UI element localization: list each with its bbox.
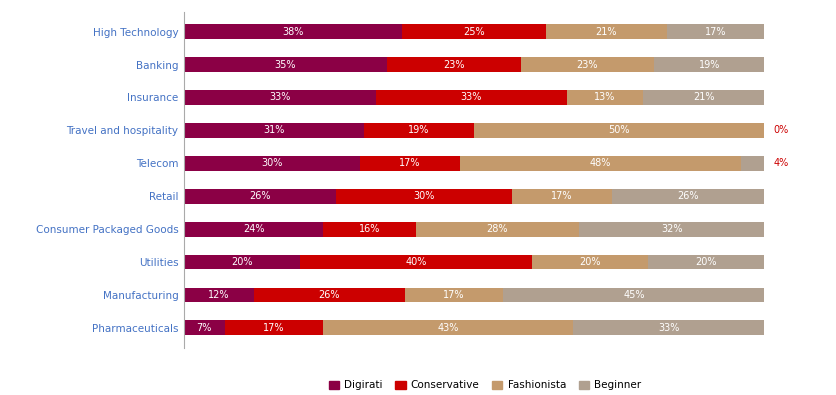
Bar [512, 189, 612, 203]
Text: 43%: 43% [437, 323, 459, 333]
Text: 16%: 16% [359, 224, 380, 234]
Text: 30%: 30% [414, 191, 435, 201]
Bar [184, 222, 324, 237]
Text: 25%: 25% [463, 26, 485, 37]
Bar [416, 222, 579, 237]
Bar [460, 156, 741, 171]
Bar [667, 24, 764, 39]
Text: 12%: 12% [208, 290, 230, 300]
Bar [359, 156, 460, 171]
Text: 26%: 26% [249, 191, 271, 201]
Text: 0%: 0% [773, 125, 788, 135]
Text: 40%: 40% [405, 257, 427, 267]
Bar [573, 320, 764, 335]
Bar [375, 90, 567, 105]
Text: 21%: 21% [693, 92, 714, 102]
Text: 17%: 17% [263, 323, 284, 333]
Bar [184, 288, 253, 302]
Text: 21%: 21% [596, 26, 617, 37]
Bar [546, 24, 667, 39]
Text: 28%: 28% [487, 224, 508, 234]
Bar [612, 189, 764, 203]
Bar [474, 123, 764, 138]
Bar [741, 156, 764, 171]
Text: 23%: 23% [443, 60, 465, 70]
Text: 33%: 33% [461, 92, 482, 102]
Text: 19%: 19% [408, 125, 430, 135]
Bar [184, 123, 364, 138]
Text: 20%: 20% [579, 257, 601, 267]
Bar [643, 90, 764, 105]
Text: 19%: 19% [699, 60, 720, 70]
Text: 26%: 26% [677, 191, 699, 201]
Bar [654, 57, 764, 72]
Bar [336, 189, 512, 203]
Bar [184, 255, 300, 269]
Bar [225, 320, 324, 335]
Text: 32%: 32% [660, 224, 682, 234]
Bar [253, 288, 405, 302]
Text: 17%: 17% [552, 191, 573, 201]
Text: 33%: 33% [658, 323, 680, 333]
Text: 50%: 50% [609, 125, 630, 135]
Text: 45%: 45% [623, 290, 645, 300]
Bar [579, 222, 764, 237]
Text: 17%: 17% [399, 158, 421, 168]
Bar [324, 222, 416, 237]
Bar [184, 189, 336, 203]
Text: 24%: 24% [242, 224, 264, 234]
Text: 31%: 31% [263, 125, 284, 135]
Text: 23%: 23% [577, 60, 598, 70]
Bar [402, 24, 546, 39]
Bar [387, 57, 521, 72]
Text: 33%: 33% [269, 92, 290, 102]
Bar [567, 90, 643, 105]
Text: 38%: 38% [283, 26, 303, 37]
Bar [184, 57, 387, 72]
Bar [184, 90, 375, 105]
Text: 13%: 13% [594, 92, 615, 102]
Bar [533, 255, 649, 269]
Legend: Digirati, Conservative, Fashionista, Beginner: Digirati, Conservative, Fashionista, Beg… [324, 376, 645, 395]
Bar [184, 156, 359, 171]
Bar [521, 57, 655, 72]
Text: 30%: 30% [261, 158, 283, 168]
Text: 20%: 20% [232, 257, 252, 267]
Bar [364, 123, 474, 138]
Text: 26%: 26% [319, 290, 339, 300]
Text: 17%: 17% [443, 290, 465, 300]
Bar [184, 24, 402, 39]
Bar [184, 320, 225, 335]
Bar [300, 255, 533, 269]
Text: 17%: 17% [705, 26, 726, 37]
Text: 35%: 35% [275, 60, 296, 70]
Bar [503, 288, 764, 302]
Bar [649, 255, 764, 269]
Text: 20%: 20% [696, 257, 717, 267]
Bar [324, 320, 573, 335]
Bar [405, 288, 503, 302]
Text: 4%: 4% [773, 158, 788, 168]
Text: 7%: 7% [196, 323, 212, 333]
Text: 48%: 48% [589, 158, 611, 168]
